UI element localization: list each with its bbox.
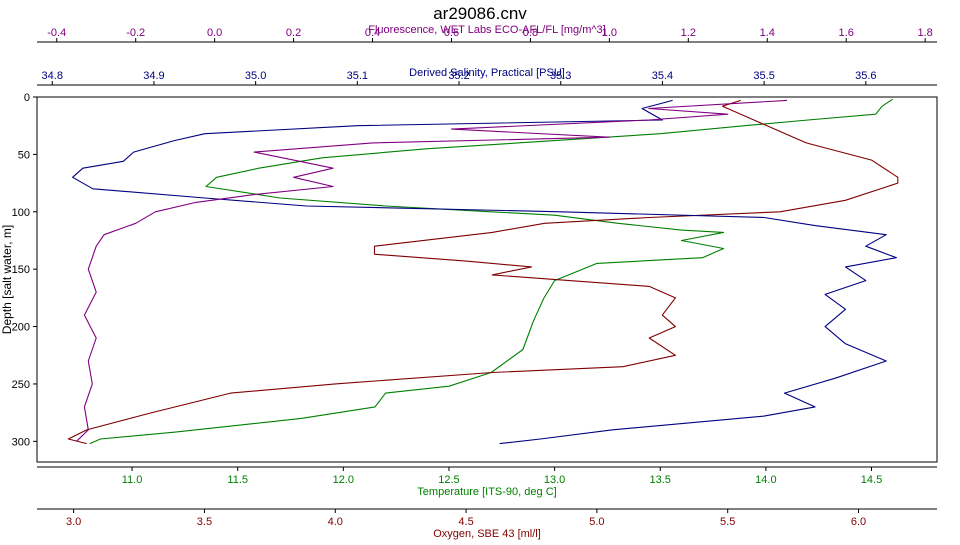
oxygen-tick-label: 3.5: [197, 516, 212, 528]
temperature-tick-label: 12.0: [333, 474, 354, 486]
y-axis-label: Depth [salt water, m]: [0, 225, 14, 334]
oxygen-tick-label: 5.0: [589, 516, 604, 528]
fluorescence-tick-label: 0.0: [207, 27, 222, 39]
oxygen-tick-label: 5.5: [720, 516, 735, 528]
y-tick-label: 250: [12, 379, 30, 391]
temperature-tick-label: 11.5: [227, 474, 248, 486]
salinity-tick-label: 34.9: [143, 70, 164, 82]
fluorescence-tick-label: 0.6: [444, 27, 459, 39]
fluorescence-tick-label: 1.2: [681, 27, 696, 39]
temperature-tick-label: 13.0: [544, 474, 565, 486]
fluorescence-tick-label: 0.8: [523, 27, 538, 39]
fluorescence-tick-label: 1.8: [918, 27, 933, 39]
fluorescence-tick-label: 1.4: [760, 27, 775, 39]
fluorescence-profile-line: [76, 99, 788, 442]
chart-title: ar29086.cnv: [433, 4, 527, 23]
temperature-tick-label: 14.5: [861, 474, 882, 486]
temperature-axis-label: Temperature [ITS-90, deg C]: [417, 486, 556, 498]
salinity-profile-line: [72, 99, 897, 445]
fluorescence-tick-label: -0.2: [126, 27, 145, 39]
fluorescence-tick-label: 0.4: [365, 27, 380, 39]
fluorescence-tick-label: 0.2: [286, 27, 301, 39]
fluorescence-tick-label: 1.6: [839, 27, 854, 39]
series-layer: [67, 98, 899, 445]
oxygen-axis-label: Oxygen, SBE 43 [ml/l]: [433, 528, 541, 540]
temperature-tick-label: 12.5: [438, 474, 459, 486]
plot-frame: [36, 96, 938, 463]
temperature-profile-line: [89, 98, 893, 445]
salinity-axis-label: Derived Salinity, Practical [PSU]: [409, 67, 565, 79]
oxygen-tick-label: 4.0: [328, 516, 343, 528]
salinity-tick-label: 35.3: [550, 70, 571, 82]
fluorescence-axis-label: Fluorescence, WET Labs ECO-AFL/FL [mg/m^…: [368, 24, 605, 36]
oxygen-tick-label: 4.5: [458, 516, 473, 528]
fluorescence-tick-label: 1.0: [602, 27, 617, 39]
y-tick-label: 300: [12, 436, 30, 448]
y-tick-label: 100: [12, 207, 30, 219]
temperature-tick-label: 14.0: [755, 474, 776, 486]
salinity-tick-label: 35.4: [652, 70, 673, 82]
axes-layer: 0 50 100 150 200 250 300 Depth [salt water, m] -…: [0, 24, 938, 540]
oxygen-profile-line: [67, 99, 899, 445]
fluorescence-tick-label: -0.4: [47, 27, 66, 39]
temperature-tick-label: 13.5: [650, 474, 671, 486]
salinity-tick-label: 35.1: [347, 70, 368, 82]
salinity-tick-label: 35.6: [855, 70, 876, 82]
oxygen-tick-label: 3.0: [66, 516, 81, 528]
y-tick-label: 200: [12, 322, 30, 334]
salinity-tick-label: 34.8: [42, 70, 63, 82]
salinity-tick-label: 35.5: [753, 70, 774, 82]
temperature-tick-label: 11.0: [122, 474, 143, 486]
salinity-tick-label: 35.2: [448, 70, 469, 82]
salinity-tick-label: 35.0: [245, 70, 266, 82]
y-tick-label: 0: [24, 92, 30, 104]
oxygen-tick-label: 6.0: [851, 516, 866, 528]
y-tick-label: 50: [18, 149, 30, 161]
y-tick-label: 150: [12, 264, 30, 276]
